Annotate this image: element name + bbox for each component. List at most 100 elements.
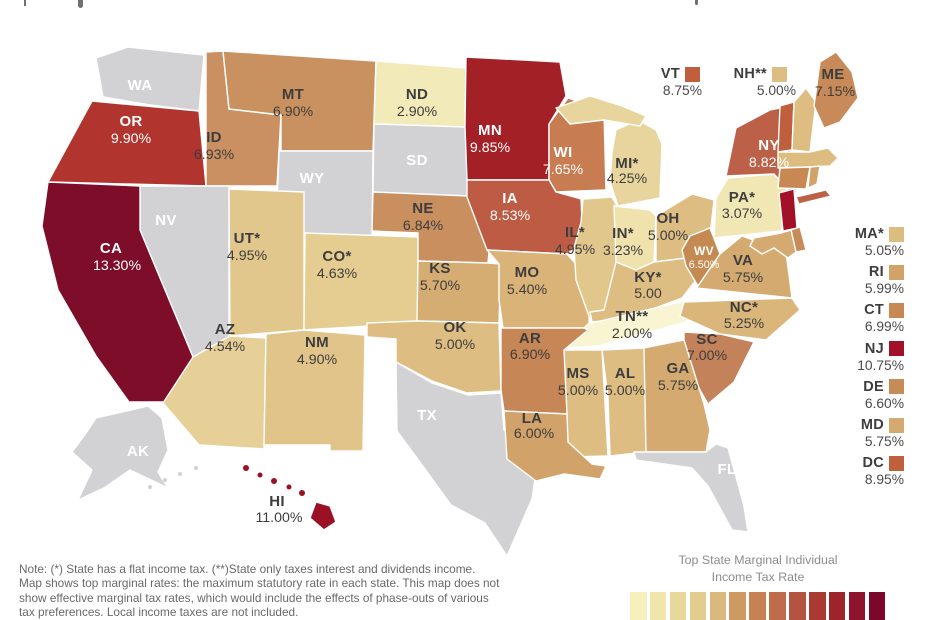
state-value-ia: 8.53% [490,208,531,224]
state-label-ok: OK [443,319,466,336]
state-value-mn: 9.85% [470,140,511,156]
list-state-value: 5.99% [864,281,904,297]
state-list-item-de: DE 6.60% [820,379,904,411]
list-state-label: MA* [854,226,884,242]
state-shape-fl [633,443,749,533]
state-shape-ak [71,405,169,501]
state-shape-az [162,335,267,450]
state-label-wi: WI [554,144,573,161]
state-label-hi: HI [269,493,285,510]
state-shape-ny-part [795,189,832,205]
map-note: Note: (*) State has a flat income tax. (… [19,562,499,620]
legend-color-swatch [685,66,700,82]
list-state-value: 8.95% [864,472,904,488]
state-label-mi: MI* [615,155,638,172]
state-list-item-md: MD 5.75% [820,417,904,449]
state-value-ny: 8.82% [749,155,790,171]
state-label-sc: SC [696,331,717,348]
state-value-tn: 2.00% [612,326,653,342]
list-color-swatch [889,455,904,471]
state-label-al: AL [615,365,636,382]
state-label-tx: TX [417,407,437,424]
state-value-ca: 13.30% [93,258,142,274]
state-list-item-dc: DC 8.95% [820,455,904,487]
state-shape-ct [777,166,811,190]
ramp-swatch-11 [828,592,846,620]
state-value-ms: 5.00% [558,383,599,399]
clipped-title-fragment [24,0,26,6]
list-state-value: 6.99% [864,319,904,335]
state-value-oh: 5.00% [648,228,689,244]
state-list-item-ma: MA* 5.05% [820,226,904,258]
list-state-label: DC [862,455,884,472]
state-label-az: AZ [215,321,236,338]
note-line: Map shows top marginal rates: the maximu… [19,576,500,591]
state-shape-nc [679,297,801,341]
list-color-swatch [889,417,904,433]
state-value-nd: 2.90% [397,104,438,120]
list-state-label: DE [863,378,884,395]
state-value-az: 4.54% [205,339,246,355]
state-shape-tx [395,361,540,557]
state-label-ky: KY* [634,269,662,286]
state-shape-ak-island [163,478,167,482]
state-label-in: IN* [612,225,634,242]
state-label-pa: PA* [729,189,755,206]
state-label-sd: SD [406,152,427,169]
state-label-or: OR [119,113,142,130]
ramp-swatch-3 [669,592,687,620]
state-label-nm: NM [305,334,329,351]
state-shape-la [503,410,607,482]
state-value-co: 4.63% [317,266,358,282]
state-label-wv: WV [694,244,714,258]
state-value-ut: 4.95% [227,248,268,264]
list-state-label: MD [860,417,884,433]
state-value-ks: 5.70% [420,278,461,294]
list-state-value: 6.60% [864,395,904,411]
state-label-fl: FL [718,461,737,478]
clipped-title-fragment [78,0,83,8]
state-value-sc: 7.00% [687,348,728,364]
state-label-ne: NE [412,200,433,217]
state-value-al: 5.00% [605,383,646,399]
legend-color-ramp [630,592,886,620]
state-value-me: 7.15% [815,84,856,100]
ramp-swatch-5 [709,592,727,620]
state-shape-mi [609,119,663,207]
state-value-in: 3.23% [603,243,644,259]
state-shape-ok [366,320,502,394]
state-label-la: LA [522,410,543,427]
state-shape-al [601,347,647,457]
ramp-swatch-2 [649,592,667,620]
list-color-swatch [889,379,904,395]
legend-title-line1: Top State Marginal Individual [678,553,838,567]
list-color-swatch [889,226,904,242]
state-list-item-nj: NJ 10.75% [820,341,904,373]
state-value-hi: 11.00% [255,510,302,526]
legend-title-line2: Income Tax Rate [711,570,805,584]
state-label-mn: MN [478,122,502,139]
ramp-swatch-8 [769,592,786,620]
state-value-or: 9.90% [111,131,152,147]
state-value-ky: 5.00 [634,286,662,302]
state-shape-mi-part [555,95,647,127]
state-label-il: IL* [565,224,585,241]
state-shape-hi-island [257,472,263,478]
ramp-swatch-1 [630,592,647,620]
state-label-ca: CA [100,240,122,257]
state-value-mo: 5.40% [507,282,548,298]
state-shape-hi-island [286,484,292,490]
list-color-swatch [889,264,904,280]
note-line: Note: (*) State has a flat income tax. (… [19,562,476,576]
legend-color-swatch [772,66,787,82]
list-state-value: 5.05% [864,243,904,258]
state-label-nd: ND [406,86,428,103]
state-label-oh: OH [656,210,679,227]
list-state-label: RI [868,264,884,281]
state-shape-ar [500,327,589,415]
ramp-swatch-6 [729,592,746,620]
list-state-value: 10.75% [857,357,904,373]
legend-top-item-vt: VT 8.75% [618,66,702,98]
